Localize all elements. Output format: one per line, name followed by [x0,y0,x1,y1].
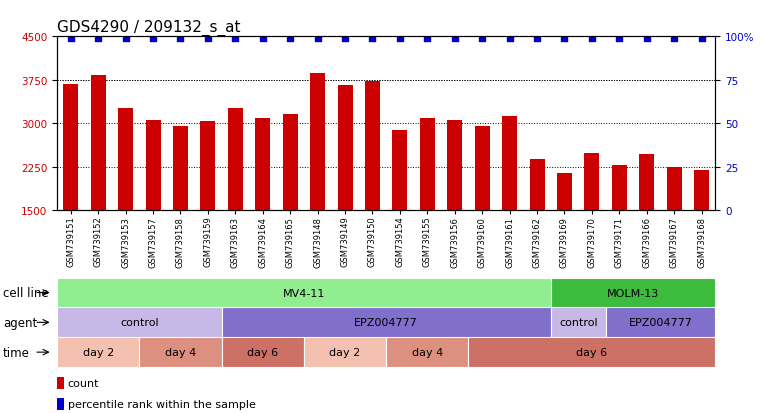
Bar [502,117,517,297]
Bar [612,166,627,297]
Text: percentile rank within the sample: percentile rank within the sample [68,399,256,409]
Text: control: control [559,318,597,328]
Point [641,36,653,42]
Text: day 6: day 6 [576,347,607,357]
Bar [393,130,407,297]
Text: MV4-11: MV4-11 [283,288,325,298]
Text: cell line: cell line [3,286,49,299]
Bar [530,160,545,297]
Bar [145,121,161,297]
Bar [57,308,221,337]
Point [202,36,214,42]
Bar [365,82,380,297]
Bar [420,119,435,297]
Bar [639,155,654,297]
Bar [57,278,551,308]
Text: control: control [120,318,159,328]
Point [449,36,461,42]
Bar [57,377,64,389]
Bar [57,337,139,367]
Point [394,36,406,42]
Bar [557,173,572,297]
Bar [551,308,606,337]
Bar [63,85,78,297]
Bar [475,127,490,297]
Bar [282,115,298,297]
Bar [551,278,715,308]
Text: day 2: day 2 [83,347,114,357]
Bar [447,121,463,297]
Point [284,36,296,42]
Bar [469,337,715,367]
Text: day 4: day 4 [412,347,443,357]
Point [311,36,323,42]
Point [119,36,132,42]
Text: day 2: day 2 [330,347,361,357]
Bar [221,337,304,367]
Text: count: count [68,378,99,388]
Point [174,36,186,42]
Bar [91,75,106,297]
Point [339,36,351,42]
Bar [139,337,221,367]
Point [559,36,571,42]
Point [92,36,104,42]
Text: MOLM-13: MOLM-13 [607,288,659,298]
Bar [667,167,682,297]
Point [229,36,241,42]
Point [504,36,516,42]
Text: day 6: day 6 [247,347,279,357]
Point [256,36,269,42]
Bar [694,170,709,297]
Point [613,36,626,42]
Text: agent: agent [3,316,37,329]
Bar [606,308,715,337]
Bar [310,74,325,297]
Text: EPZ004777: EPZ004777 [629,318,693,328]
Bar [57,398,64,410]
Bar [584,153,600,297]
Bar [221,308,551,337]
Text: day 4: day 4 [165,347,196,357]
Bar [255,119,270,297]
Point [586,36,598,42]
Text: EPZ004777: EPZ004777 [355,318,418,328]
Bar [200,121,215,297]
Point [422,36,434,42]
Point [668,36,680,42]
Bar [386,337,469,367]
Point [366,36,378,42]
Bar [304,337,386,367]
Point [531,36,543,42]
Point [476,36,489,42]
Bar [228,108,243,297]
Text: time: time [3,346,30,359]
Bar [118,108,133,297]
Text: GDS4290 / 209132_s_at: GDS4290 / 209132_s_at [57,20,240,36]
Point [147,36,159,42]
Bar [338,86,352,297]
Point [65,36,77,42]
Point [696,36,708,42]
Bar [173,126,188,297]
